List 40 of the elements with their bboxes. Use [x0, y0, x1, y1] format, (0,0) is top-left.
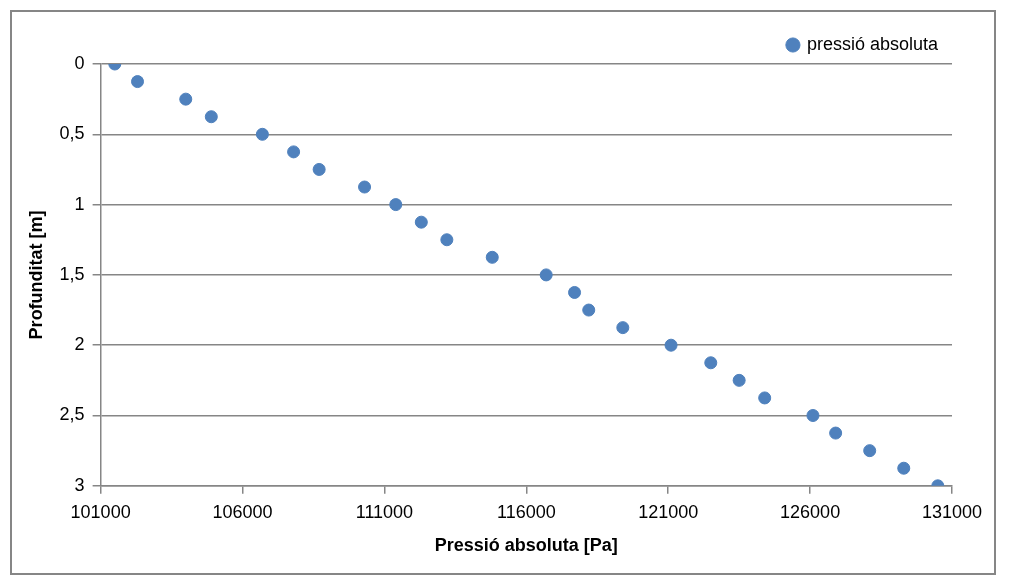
point — [440, 233, 454, 247]
point — [829, 426, 843, 440]
y-tick-label: 2 — [74, 334, 85, 355]
point — [897, 461, 911, 475]
x-tick-label: 111000 — [355, 501, 414, 522]
point — [287, 145, 301, 159]
y-tick-label: 0 — [74, 52, 85, 73]
y-tick-label: 0,5 — [59, 123, 85, 144]
x-tick-label: 126000 — [780, 501, 841, 522]
y-tick-label: 2,5 — [59, 404, 85, 425]
x-tick-label: 106000 — [212, 501, 273, 522]
point — [539, 268, 553, 282]
point — [358, 180, 372, 194]
legend-label: pressió absoluta — [806, 33, 939, 54]
x-tick-label: 116000 — [496, 501, 556, 522]
y-axis-title: Profunditat [m] — [25, 210, 46, 340]
point — [255, 127, 269, 141]
y-tick-label: 1 — [74, 193, 85, 214]
x-tick-label: 101000 — [70, 501, 131, 522]
point — [582, 303, 596, 317]
y-tick-label: 3 — [74, 474, 85, 495]
x-tick-label: 131000 — [921, 501, 983, 522]
x-tick-label: 121000 — [638, 501, 699, 522]
point — [758, 391, 772, 405]
point — [664, 338, 678, 352]
point — [863, 444, 877, 458]
point — [732, 373, 746, 387]
point — [179, 92, 193, 106]
point — [485, 250, 499, 264]
y-tick-label: 1,5 — [59, 263, 85, 284]
point — [131, 75, 145, 89]
point — [204, 110, 218, 124]
point — [389, 198, 403, 212]
point — [806, 409, 820, 422]
point — [704, 356, 718, 370]
point — [568, 285, 582, 299]
point — [312, 162, 326, 176]
point — [414, 215, 428, 229]
point — [616, 321, 630, 335]
x-axis-title: Pressió absoluta [Pa] — [434, 535, 618, 556]
